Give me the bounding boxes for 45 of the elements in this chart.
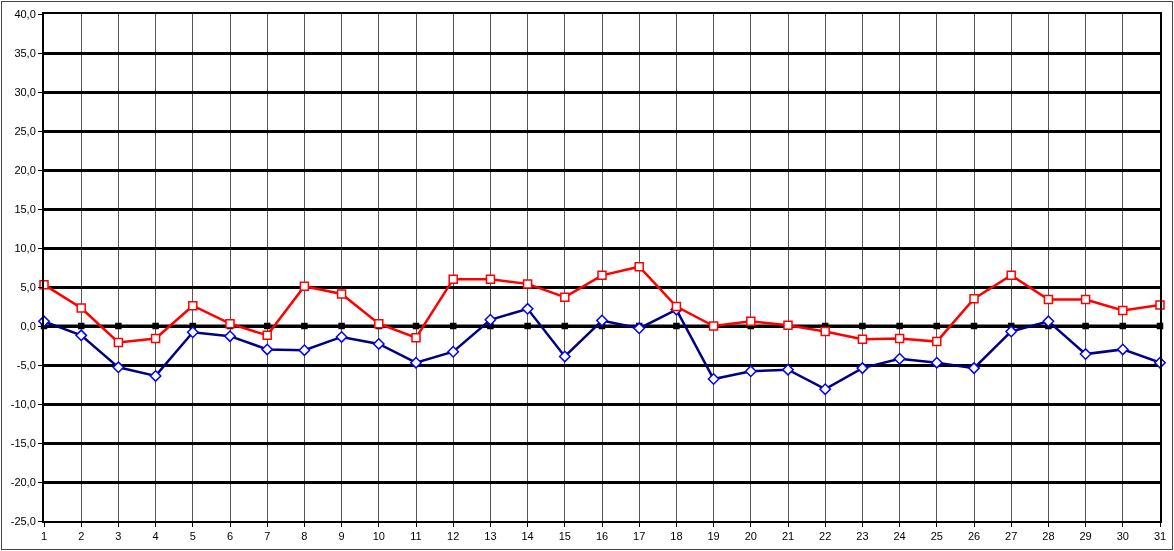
- y-tick-label: 5,0: [20, 280, 36, 293]
- y-tick-label: -15,0: [10, 436, 36, 449]
- x-tick-label: 30: [1116, 530, 1129, 543]
- y-tick-label: 35,0: [14, 46, 36, 59]
- y-tick-label: 30,0: [14, 85, 36, 98]
- x-tick-label: 5: [189, 530, 196, 543]
- x-tick-label: 1: [40, 530, 48, 543]
- x-tick-label: 21: [781, 530, 795, 543]
- x-tick-label: 13: [484, 530, 497, 543]
- x-tick-label: 12: [447, 530, 460, 543]
- y-tick-label: 15,0: [14, 202, 36, 215]
- x-tick-label: 4: [152, 530, 159, 543]
- x-tick-label: 15: [558, 530, 571, 543]
- x-tick-label: 31: [1153, 530, 1167, 543]
- y-tick-label: 10,0: [14, 241, 36, 254]
- x-tick-label: 28: [1042, 530, 1055, 543]
- x-tick-label: 10: [372, 530, 385, 543]
- x-tick-label: 7: [264, 530, 271, 543]
- x-tick-label: 19: [707, 530, 720, 543]
- x-tick-label: 18: [670, 530, 683, 543]
- x-tick-label: 23: [856, 530, 869, 543]
- x-tick-label: 24: [893, 530, 906, 543]
- y-tick-label: -20,0: [10, 475, 36, 488]
- x-tick-label: 14: [521, 530, 534, 543]
- y-tick-label: 20,0: [14, 163, 36, 176]
- x-tick-label: 25: [930, 530, 943, 543]
- x-tick-label: 6: [226, 530, 234, 543]
- x-tick-label: 29: [1079, 530, 1092, 543]
- x-tick-label: 8: [301, 530, 308, 543]
- x-tick-label: 3: [115, 530, 122, 543]
- x-tick-label: 11: [410, 530, 422, 543]
- y-tick-label: 25,0: [14, 124, 36, 137]
- x-tick-label: 9: [338, 530, 345, 543]
- x-tick-label: 22: [819, 530, 832, 543]
- y-tick-label: -10,0: [10, 397, 36, 410]
- y-tick-label: -5,0: [16, 358, 36, 371]
- x-tick-label: 16: [595, 530, 609, 543]
- y-tick-label: 40,0: [14, 7, 36, 20]
- x-tick-label: 27: [1005, 530, 1018, 543]
- x-tick-label: 20: [744, 530, 757, 543]
- x-tick-label: 2: [78, 530, 85, 543]
- y-tick-label: -25,0: [10, 514, 36, 527]
- x-tick-label: 17: [633, 530, 646, 543]
- y-tick-label: 0,0: [20, 319, 36, 332]
- x-tick-label: 26: [967, 530, 981, 543]
